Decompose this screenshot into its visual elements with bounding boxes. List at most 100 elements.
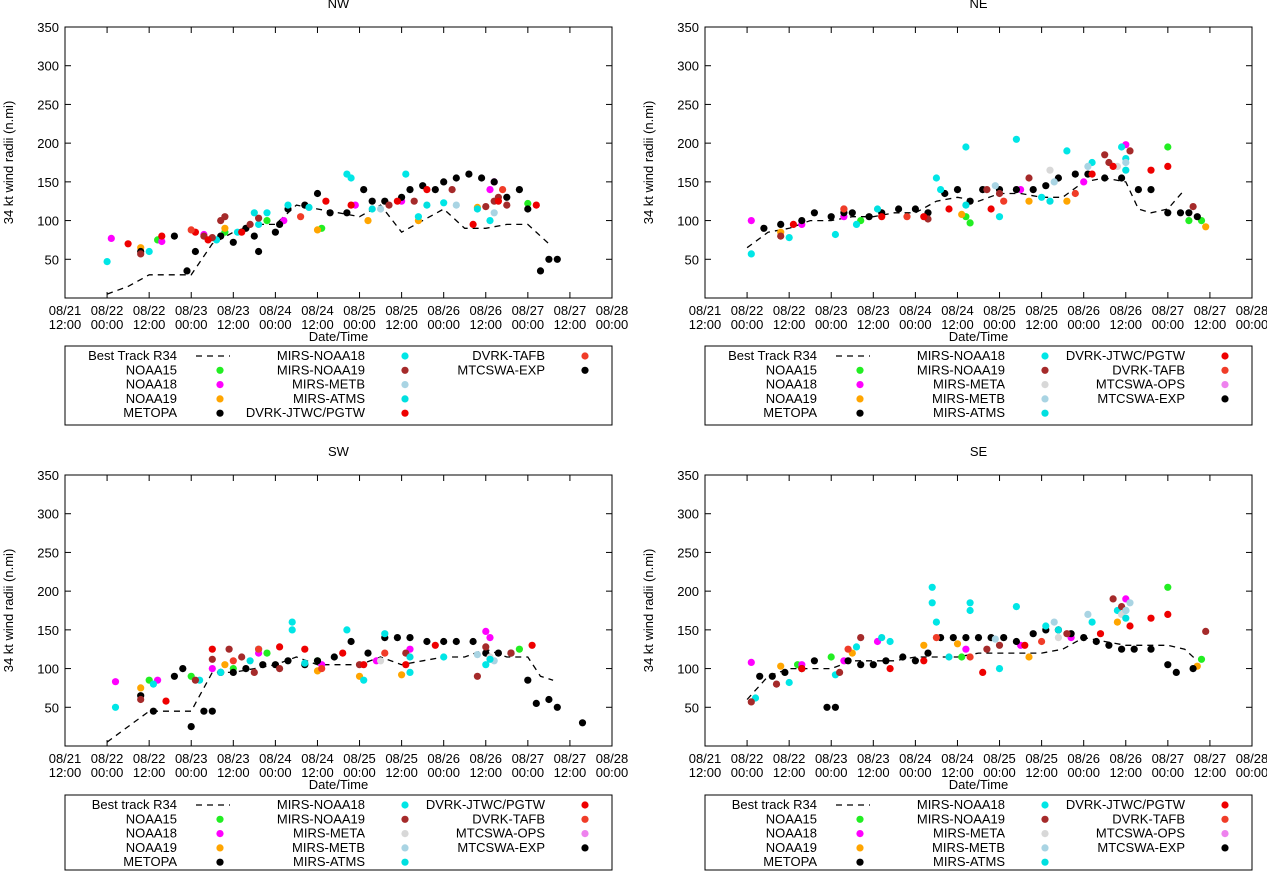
data-point: [1050, 178, 1058, 186]
x-tick-label-time: 00:00: [731, 765, 764, 780]
data-point: [1118, 645, 1126, 653]
data-point: [246, 220, 254, 228]
data-point: [869, 661, 877, 669]
x-tick-label-date: 08/22: [133, 303, 166, 318]
series-noaa19: [777, 197, 1210, 236]
data-point: [1046, 197, 1054, 205]
best-track-line: [106, 204, 550, 295]
data-point: [452, 174, 460, 182]
data-point: [486, 217, 494, 225]
x-tick-label-time: 12:00: [217, 317, 250, 332]
data-point: [229, 657, 237, 665]
data-point: [263, 209, 271, 217]
x-tick-label-date: 08/25: [1025, 303, 1058, 318]
legend-label: DVRK-JTWC/PGTW: [426, 797, 546, 812]
data-point: [469, 637, 477, 646]
data-point: [221, 661, 229, 669]
legend-marker: [1221, 366, 1229, 374]
data-point: [313, 657, 322, 665]
data-point: [1202, 627, 1210, 636]
x-tick-label-date: 08/27: [554, 751, 587, 766]
data-point: [1185, 209, 1193, 217]
data-point: [747, 698, 755, 706]
data-point: [364, 649, 372, 657]
data-point: [1134, 186, 1142, 194]
legend-marker: [401, 801, 409, 809]
data-point: [1126, 622, 1134, 630]
x-tick-label-time: 00:00: [1067, 317, 1100, 332]
series-mirs-atms: [873, 166, 1130, 213]
data-point: [238, 228, 246, 236]
data-point: [368, 197, 376, 205]
data-point: [313, 226, 322, 234]
legend-marker: [856, 858, 864, 866]
data-point: [958, 210, 966, 218]
x-tick-label-date: 08/24: [941, 303, 974, 318]
data-point: [204, 236, 212, 244]
data-point: [1054, 634, 1062, 642]
plot-frame: [64, 26, 613, 299]
data-point: [271, 228, 279, 236]
legend-label: METOPA: [763, 854, 817, 869]
legend-label: MIRS-ATMS: [293, 854, 365, 869]
data-point: [1189, 665, 1197, 673]
x-tick-label-date: 08/26: [1067, 303, 1100, 318]
data-point: [958, 653, 966, 661]
data-point: [255, 247, 263, 256]
data-point: [423, 201, 431, 209]
x-tick-label-time: 12:00: [1025, 765, 1058, 780]
data-point: [974, 634, 983, 642]
data-point: [945, 653, 953, 661]
data-point: [991, 182, 999, 190]
legend-marker: [1041, 409, 1049, 417]
data-point: [1084, 610, 1092, 619]
data-point: [276, 220, 284, 228]
legend-marker: [581, 830, 589, 838]
legend-label: MTCSWA-EXP: [457, 362, 545, 377]
data-point: [920, 213, 928, 221]
data-point: [1025, 653, 1033, 661]
x-tick-label-time: 12:00: [385, 317, 418, 332]
data-point: [810, 657, 819, 665]
series-dvrk-tafb: [844, 634, 1046, 661]
data-point: [326, 209, 334, 217]
data-point: [827, 213, 835, 221]
y-tick-label: 250: [37, 545, 59, 560]
series-noaa18: [747, 141, 1130, 228]
data-point: [928, 583, 936, 591]
series-mirs-metb: [377, 201, 498, 217]
legend-marker: [856, 381, 864, 389]
data-point: [149, 680, 157, 688]
data-point: [423, 637, 431, 646]
data-point: [288, 626, 296, 634]
y-tick-label: 250: [677, 545, 699, 560]
x-tick-label-time: 00:00: [1067, 765, 1100, 780]
data-point: [966, 653, 974, 661]
data-point: [179, 665, 187, 673]
data-point: [288, 618, 296, 626]
data-point: [979, 668, 987, 677]
y-tick-label: 200: [37, 584, 59, 599]
x-tick-label-time: 00:00: [91, 317, 124, 332]
x-tick-label-date: 08/21: [689, 751, 722, 766]
data-point: [503, 201, 511, 209]
x-tick-label-time: 12:00: [217, 765, 250, 780]
data-point: [920, 641, 928, 649]
legend-marker: [1221, 352, 1229, 360]
data-point: [149, 707, 157, 715]
data-point: [1122, 606, 1130, 615]
legend-marker: [216, 815, 224, 823]
x-tick-label-time: 00:00: [983, 317, 1016, 332]
data-point: [789, 220, 798, 228]
data-point: [1172, 668, 1180, 677]
data-point: [431, 641, 439, 649]
x-tick-label-time: 00:00: [91, 765, 124, 780]
data-point: [1092, 637, 1100, 646]
series-metopa: [137, 170, 561, 275]
series-mirs-noaa19: [137, 186, 511, 258]
legend-label: MIRS-NOAA19: [277, 362, 365, 377]
x-tick-label-time: 12:00: [689, 765, 722, 780]
data-point: [756, 672, 764, 680]
x-tick-label-time: 12:00: [941, 765, 974, 780]
x-tick-label-date: 08/23: [175, 751, 208, 766]
